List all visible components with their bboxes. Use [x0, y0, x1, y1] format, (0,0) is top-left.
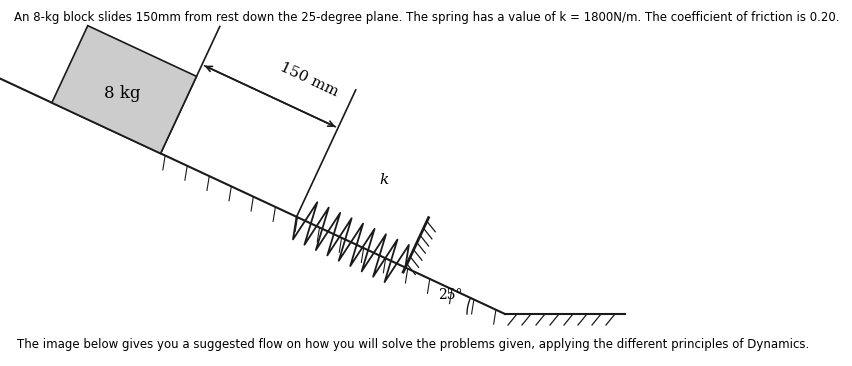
Text: The image below gives you a suggested flow on how you will solve the problems gi: The image below gives you a suggested fl…: [17, 338, 809, 351]
Text: 8 kg: 8 kg: [104, 85, 141, 102]
Text: 150 mm: 150 mm: [277, 60, 340, 100]
Text: An 8-kg block slides 150mm from rest down the 25-degree plane. The spring has a : An 8-kg block slides 150mm from rest dow…: [14, 11, 838, 24]
Text: k: k: [379, 173, 388, 187]
Polygon shape: [52, 26, 196, 153]
Text: 25°: 25°: [437, 288, 462, 302]
